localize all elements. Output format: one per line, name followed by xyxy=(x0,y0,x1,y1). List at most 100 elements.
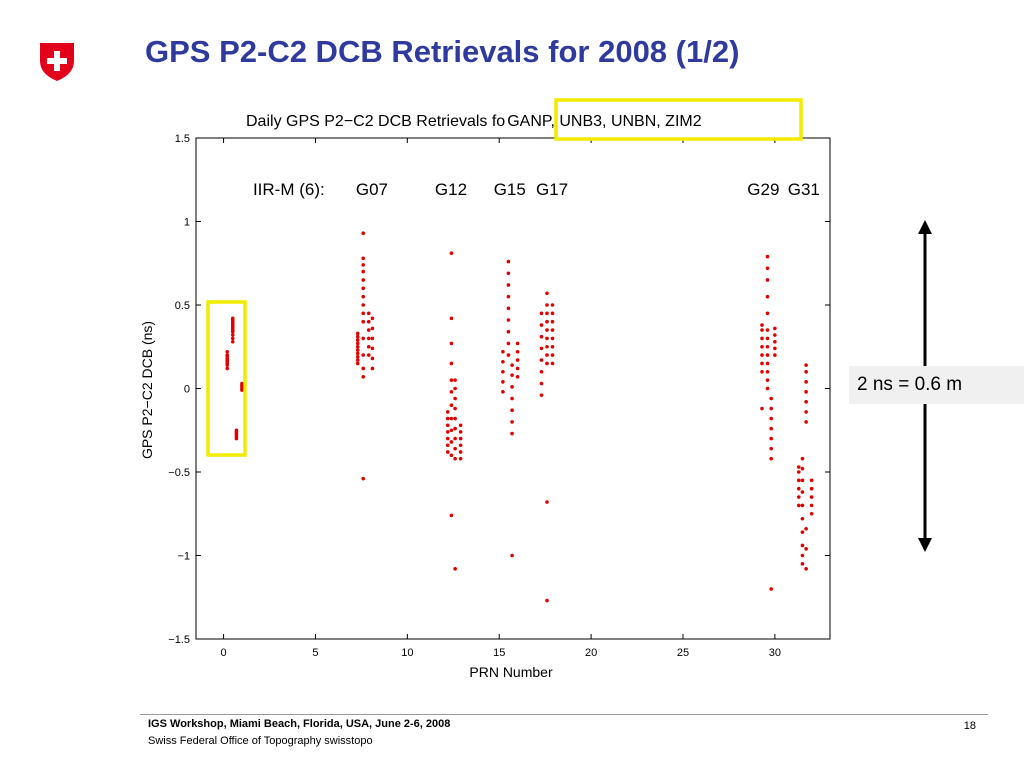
data-point xyxy=(510,553,514,558)
data-point xyxy=(515,375,520,379)
data-point xyxy=(355,361,360,366)
data-point xyxy=(506,306,511,311)
data-point xyxy=(453,386,457,391)
y-tick-label: 1 xyxy=(184,217,190,229)
data-point xyxy=(769,456,773,461)
data-point xyxy=(361,311,366,316)
data-point xyxy=(760,344,764,349)
y-tick-label: −1 xyxy=(177,551,190,563)
footer-divider xyxy=(140,714,988,715)
data-point xyxy=(445,410,450,414)
data-point xyxy=(453,378,457,382)
data-point xyxy=(501,380,505,384)
data-point xyxy=(550,303,555,307)
data-point xyxy=(539,346,544,351)
data-point xyxy=(539,381,544,386)
footer-organization: Swiss Federal Office of Topography swiss… xyxy=(148,735,373,747)
data-point xyxy=(361,231,366,235)
data-point xyxy=(355,334,360,339)
data-point xyxy=(510,408,514,413)
data-point xyxy=(355,348,360,352)
data-point xyxy=(800,562,805,566)
data-point xyxy=(361,375,366,379)
x-tick-label: 25 xyxy=(677,647,689,659)
data-point xyxy=(769,406,773,411)
data-point xyxy=(453,436,457,441)
data-point xyxy=(765,344,770,349)
data-point xyxy=(804,363,808,367)
data-point xyxy=(804,526,808,531)
data-point xyxy=(458,456,463,461)
footer-event: IGS Workshop, Miami Beach, Florida, USA,… xyxy=(148,718,451,730)
data-point xyxy=(545,336,549,341)
data-point xyxy=(453,567,457,571)
data-point xyxy=(765,328,770,332)
data-point xyxy=(804,380,808,384)
data-point xyxy=(453,396,457,401)
data-point xyxy=(449,378,454,382)
data-point xyxy=(804,410,808,414)
data-point xyxy=(370,356,375,361)
data-point xyxy=(449,416,454,421)
data-point xyxy=(765,353,770,357)
data-point xyxy=(765,294,770,299)
data-point xyxy=(539,393,544,397)
y-tick-label: −1.5 xyxy=(168,634,190,646)
data-point xyxy=(370,336,375,341)
data-point xyxy=(458,436,463,441)
page-number: 18 xyxy=(963,720,976,732)
data-point xyxy=(361,256,366,261)
data-point xyxy=(773,346,777,351)
data-point xyxy=(453,446,457,451)
data-point xyxy=(796,486,801,491)
data-point xyxy=(800,478,805,483)
slide-title: GPS P2-C2 DCB Retrievals for 2008 (1/2) xyxy=(145,34,740,69)
data-point xyxy=(361,269,366,274)
data-point xyxy=(445,416,450,421)
data-point xyxy=(453,406,457,411)
data-point xyxy=(501,390,505,394)
data-point xyxy=(550,353,555,357)
data-point xyxy=(366,319,371,324)
data-point xyxy=(760,336,764,341)
data-point xyxy=(804,400,808,404)
data-point xyxy=(545,353,549,357)
data-point xyxy=(230,316,235,321)
data-point xyxy=(225,366,230,371)
x-axis-label: PRN Number xyxy=(469,664,553,680)
data-point xyxy=(545,291,549,296)
data-point xyxy=(515,366,520,371)
data-point xyxy=(230,333,235,337)
data-point xyxy=(550,336,555,341)
y-tick-label: −0.5 xyxy=(168,467,190,479)
data-point xyxy=(355,354,360,359)
y-axis-label: GPS P2−C2 DCB (ns) xyxy=(139,321,155,459)
data-point xyxy=(449,440,454,444)
data-point xyxy=(458,423,463,428)
footer: IGS Workshop, Miami Beach, Florida, USA,… xyxy=(148,718,450,747)
data-point xyxy=(506,259,511,264)
data-point xyxy=(539,311,544,316)
data-point xyxy=(800,553,805,558)
data-point xyxy=(515,341,520,346)
x-tick-label: 20 xyxy=(585,647,597,659)
data-point xyxy=(501,349,505,354)
data-point xyxy=(809,495,814,499)
x-tick-label: 15 xyxy=(493,647,505,659)
data-point xyxy=(453,426,457,431)
data-point xyxy=(361,278,366,282)
data-point xyxy=(550,328,555,332)
data-point xyxy=(449,251,454,256)
data-point xyxy=(361,263,366,267)
data-point xyxy=(809,478,814,483)
data-point xyxy=(800,466,805,471)
data-point xyxy=(366,344,371,349)
data-point xyxy=(510,420,514,424)
data-point xyxy=(804,390,808,394)
data-point xyxy=(760,370,764,374)
data-point xyxy=(550,361,555,366)
data-point xyxy=(506,353,511,357)
data-point xyxy=(458,430,463,434)
data-point xyxy=(240,381,244,386)
